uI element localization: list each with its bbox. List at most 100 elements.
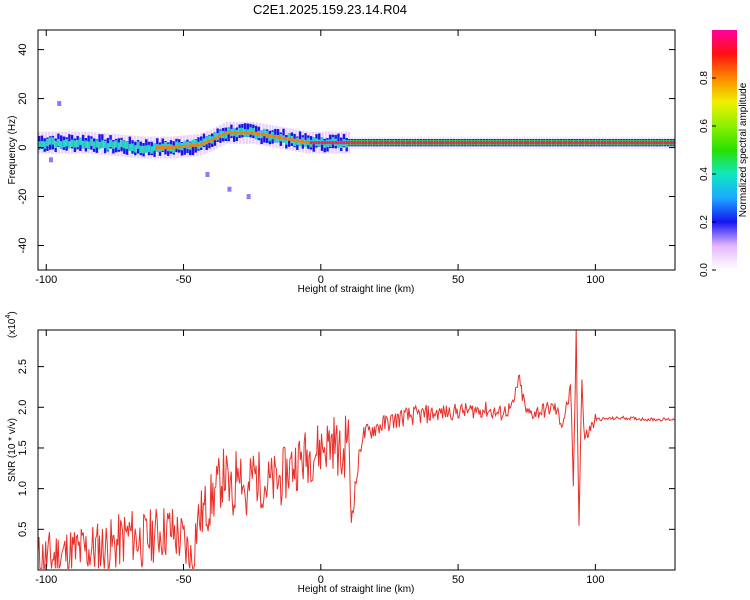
heatmap-cell [655,141,659,145]
heatmap-cell [219,134,222,138]
heatmap-cell [452,141,455,145]
heatmap-cell [150,146,153,154]
heatmap-cell [496,141,499,145]
heatmap-x-tick-label: 0 [318,274,324,286]
snr-x-tick-label: -100 [35,574,57,586]
heatmap-y-tick-label: -40 [17,238,29,254]
heatmap-cell [227,127,230,142]
heatmap-cell [210,138,214,142]
heatmap-cell [285,137,288,145]
heatmap-cell [227,126,230,135]
heatmap-cell [205,172,210,178]
heatmap-cell [153,143,156,151]
heatmap-cell [219,130,222,138]
heatmap-cell [268,134,272,138]
heatmap-cell [510,141,513,145]
heatmap-cell [293,138,296,147]
heatmap-cell [202,141,206,145]
heatmap-cell [249,127,252,135]
heatmap-ridge [38,101,675,200]
heatmap-cell [145,145,148,153]
heatmap-cell [416,141,420,145]
heatmap-cell [540,141,543,145]
heatmap-cell [65,139,68,147]
heatmap-cell [441,141,445,145]
heatmap-cell [639,141,642,145]
heatmap-cell [603,141,607,145]
heatmap-cell [238,131,241,135]
heatmap-cell [425,141,428,145]
heatmap-cell [282,128,285,143]
heatmap-cell [507,141,510,145]
heatmap-cell [38,141,41,149]
heatmap-cell [263,133,266,137]
heatmap-cell [361,141,365,145]
heatmap-cell [274,135,277,139]
snr-x-tick-label: 100 [586,574,604,586]
heatmap-cell [584,141,587,145]
heatmap-cell [504,141,508,145]
heatmap-cell [444,141,447,145]
heatmap-cell [128,136,132,151]
heatmap-cell [400,141,403,145]
heatmap-cell [194,139,197,148]
heatmap-cell [208,139,211,143]
heatmap-cell [329,141,332,145]
colorbar-label: Normalized spectral amplitude [738,82,749,217]
heatmap-cell [570,141,574,145]
heatmap-cell [578,141,582,145]
heatmap-cell [367,141,370,145]
heatmap-x-axis-label: Height of straight line (km) [298,284,415,295]
heatmap-cell [543,141,546,145]
heatmap-cell [636,141,639,145]
heatmap-cell [419,141,423,145]
heatmap-panel: -100 -50 0 50 100 40 20 0 -20 -40 Height of strai… [7,29,676,295]
heatmap-cell [383,141,387,145]
heatmap-cell [183,144,186,148]
heatmap-cell [469,141,472,145]
heatmap-cell [279,136,283,140]
heatmap-cell [298,139,302,147]
heatmap-cell [595,141,598,145]
heatmap-cell [57,101,62,107]
heatmap-cell [600,141,604,145]
heatmap-cell [315,141,318,145]
heatmap-cell [161,146,164,150]
heatmap-cell [348,141,351,145]
heatmap-cell [268,133,272,142]
heatmap-x-tick-label: 100 [586,274,604,286]
heatmap-cell [589,141,593,145]
heatmap-cell [125,141,129,150]
heatmap-y-axis-label: Frequency (Hz) [7,116,18,185]
heatmap-cell [254,131,258,135]
heatmap-cell [175,141,178,149]
heatmap-cell [265,133,269,137]
heatmap-cell [62,140,66,148]
heatmap-cell [90,138,93,146]
heatmap-cell [48,157,53,163]
heatmap-cell [523,141,527,145]
heatmap-cell [199,142,203,146]
heatmap-cell [114,140,118,148]
heatmap-cell [320,137,324,145]
heatmap-cell [318,141,321,145]
heatmap-cell [526,141,530,145]
heatmap-cell [298,139,302,143]
heatmap-y-tick-label: 20 [17,92,29,104]
colorbar-tick-label: 0.6 [699,119,710,133]
heatmap-cell [480,141,483,145]
heatmap-cell [123,141,126,149]
heatmap-cell [103,140,107,149]
heatmap-cell [356,141,359,145]
heatmap-cell [458,141,461,145]
heatmap-cell [559,141,563,145]
heatmap-cell [565,141,568,145]
heatmap-cell [98,141,101,150]
heatmap-cell [628,141,631,145]
heatmap-cell [331,141,335,145]
heatmap-cell [84,140,88,148]
heatmap-cell [460,141,464,145]
heatmap-cell [611,141,615,145]
heatmap-cell [227,186,232,192]
heatmap-cell [323,141,326,145]
